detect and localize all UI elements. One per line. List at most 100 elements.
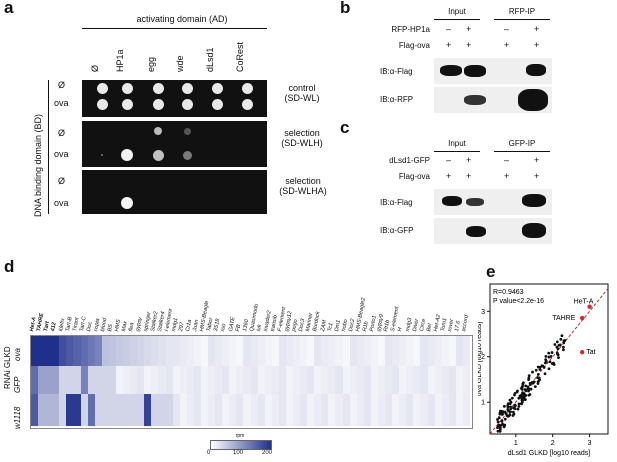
heatmap-cell bbox=[370, 394, 379, 426]
group-selection-wlha: selection (SD-WLHA) bbox=[272, 176, 334, 196]
heatmap-cell bbox=[314, 394, 322, 426]
heatmap-cell bbox=[94, 394, 103, 426]
yeast-colony bbox=[121, 98, 133, 110]
b-rfp-blot bbox=[434, 87, 552, 113]
heatmap-cell bbox=[108, 336, 117, 366]
heatmap-cell bbox=[236, 394, 244, 426]
heatmap-cell bbox=[94, 366, 103, 394]
y-tick-label: 2 bbox=[481, 354, 485, 361]
scatter-point bbox=[552, 363, 556, 366]
scatter-point bbox=[556, 347, 560, 351]
heatmap-cell bbox=[144, 366, 152, 394]
scatter-point bbox=[523, 393, 526, 397]
b-flag-band-4 bbox=[526, 64, 546, 76]
heatmap-cell bbox=[335, 366, 344, 394]
heatmap-cell bbox=[151, 366, 159, 394]
y-axis-label: ova GLKD [log10 reads] bbox=[478, 322, 483, 397]
highlight-label-2: Tat bbox=[586, 349, 595, 356]
c-flag-band-1 bbox=[442, 196, 462, 206]
bd-side-label: DNA binding domain (BD) bbox=[33, 113, 43, 217]
heatmap-cell bbox=[462, 336, 471, 366]
y-tick-label: 3 bbox=[481, 309, 485, 316]
highlight-label-1: TAHRE bbox=[552, 315, 576, 322]
group-selection-wlh: selection (SD-WLH) bbox=[272, 128, 332, 148]
d-row-ova: ova bbox=[13, 348, 22, 361]
heatmap-cell bbox=[385, 336, 393, 366]
ad-header-rule bbox=[82, 28, 267, 29]
scatter-point bbox=[559, 337, 563, 341]
heatmap-cell bbox=[165, 394, 174, 426]
heatmap-cell bbox=[300, 394, 308, 426]
yeast-colony bbox=[96, 82, 108, 94]
c-sign-r1-0: – bbox=[446, 155, 452, 165]
heatmap-cell bbox=[271, 336, 280, 366]
colorbar-tick-200: 200 bbox=[262, 450, 273, 456]
heatmap-cell bbox=[370, 366, 379, 394]
b-flag-band-2 bbox=[464, 65, 486, 77]
scatter-point bbox=[544, 358, 548, 362]
scatter-point bbox=[516, 407, 520, 411]
highlight-label-0: HeT-A bbox=[574, 299, 594, 306]
heatmap-cell bbox=[179, 366, 188, 394]
heatmap-cell bbox=[52, 336, 60, 366]
yeast-colony bbox=[101, 154, 103, 156]
heatmap-cell bbox=[427, 394, 436, 426]
c-sign-r2-1: + bbox=[466, 171, 472, 181]
highlight-point-1 bbox=[579, 315, 585, 321]
b-ib-rfp: IB:α-RFP bbox=[380, 95, 414, 104]
heatmap-cell bbox=[356, 336, 365, 366]
scatter-point bbox=[497, 424, 501, 428]
heatmap-cell bbox=[186, 336, 195, 366]
heatmap-cell bbox=[250, 394, 259, 426]
scatter-point bbox=[523, 398, 527, 401]
scatter-point bbox=[517, 404, 521, 408]
c-sign-r1-3: + bbox=[534, 155, 540, 165]
heatmap-cell bbox=[300, 366, 308, 394]
heatmap-cell bbox=[208, 366, 216, 394]
scatter-point bbox=[508, 398, 512, 402]
scatter-point bbox=[548, 360, 552, 364]
ad-column-4: dLsd1 bbox=[205, 47, 215, 72]
scatter-point bbox=[502, 404, 506, 408]
row-label-ova-2: ova bbox=[54, 149, 69, 159]
te-label-61: accord bbox=[461, 314, 471, 332]
scatter-point bbox=[527, 393, 531, 397]
heatmap-cell bbox=[264, 336, 273, 366]
scatter-point bbox=[496, 420, 500, 424]
scatter-point bbox=[557, 356, 560, 360]
heatmap-cell bbox=[108, 366, 117, 394]
heatmap-cell bbox=[38, 336, 46, 366]
heatmap-cell bbox=[80, 394, 89, 426]
heatmap-cell bbox=[328, 394, 336, 426]
b-sign-r2-2: + bbox=[504, 40, 510, 50]
heatmap-cell bbox=[448, 394, 457, 426]
scatter-point bbox=[517, 396, 521, 400]
heatmap-cell bbox=[38, 366, 46, 394]
scatter-point bbox=[543, 372, 547, 376]
heatmap-cell bbox=[406, 336, 414, 366]
scatter-point bbox=[503, 410, 507, 414]
y-tick-label: 1 bbox=[481, 400, 485, 407]
heatmap-cell bbox=[377, 336, 386, 366]
scatter-point bbox=[496, 429, 500, 433]
ad-column-0: Ø bbox=[90, 64, 100, 72]
scatter-point bbox=[527, 389, 530, 393]
heatmap-cell bbox=[130, 394, 138, 426]
scatter-plot: 1 1 2 2 3 3 HeT-A TAHRE Tat R=0.9463 P value<2.2e-… bbox=[478, 283, 609, 457]
scatter-point bbox=[562, 339, 566, 342]
yeast-colony bbox=[241, 82, 253, 94]
heatmap-cell bbox=[377, 394, 386, 426]
heatmap-cell bbox=[307, 366, 315, 394]
heatmap-cell bbox=[52, 366, 60, 394]
heatmap-cell bbox=[193, 366, 202, 394]
group-selection-wlha-line2: (SD-WLHA) bbox=[279, 186, 327, 196]
c-ib-flag: IB:α-Flag bbox=[380, 198, 413, 207]
heatmap-cell bbox=[222, 394, 230, 426]
heatmap-cell bbox=[462, 366, 471, 394]
scatter-point bbox=[501, 422, 505, 426]
heatmap-cell bbox=[363, 394, 372, 426]
yeast-colony bbox=[121, 197, 133, 209]
c-sign-r2-2: + bbox=[504, 171, 510, 181]
scatter-point bbox=[528, 381, 532, 385]
heatmap-cell bbox=[257, 366, 266, 394]
